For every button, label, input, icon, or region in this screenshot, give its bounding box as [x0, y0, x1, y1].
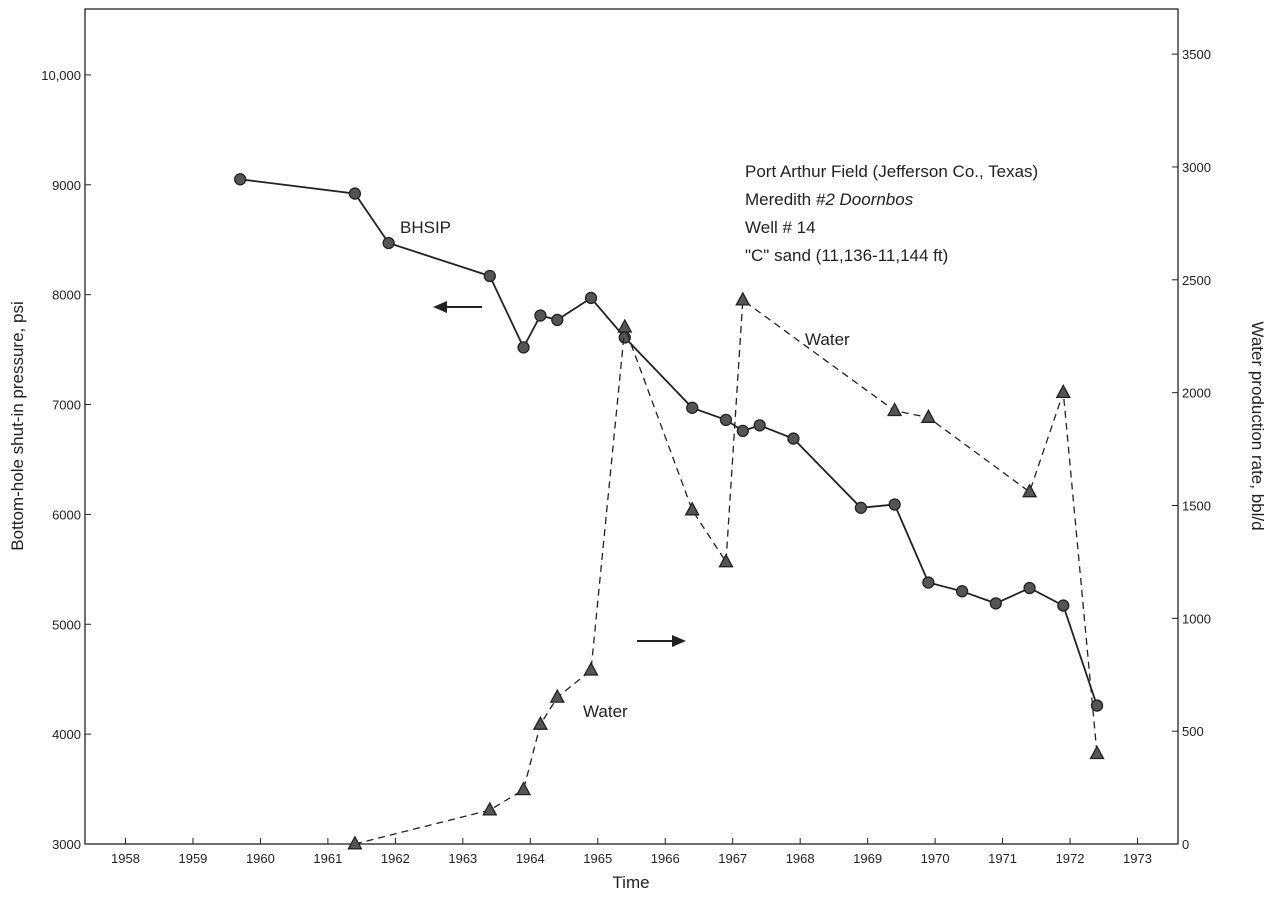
data-point-water — [1055, 384, 1071, 399]
x-tick-label: 1973 — [1123, 851, 1152, 866]
right-y-tick-label: 0 — [1182, 837, 1189, 852]
data-point-bhsip — [234, 173, 247, 186]
right-y-tick-label: 3000 — [1182, 160, 1211, 175]
info-block: Port Arthur Field (Jefferson Co., Texas)… — [745, 162, 1038, 265]
info-sand-interval: "C" sand (11,136-11,144 ft) — [745, 246, 948, 265]
x-tick-label: 1968 — [786, 851, 815, 866]
series-line-bhsip — [240, 178, 1098, 706]
right-y-tick-label: 2000 — [1182, 386, 1211, 401]
data-point-water — [684, 501, 700, 516]
x-tick-label: 1965 — [583, 851, 612, 866]
right-y-tick-label: 2500 — [1182, 273, 1211, 288]
data-point-water — [532, 715, 548, 730]
data-point-bhsip — [888, 498, 901, 511]
left-axis-title: Bottom-hole shut-in pressure, psi — [8, 301, 27, 550]
data-point-water — [515, 781, 532, 796]
data-point-water — [347, 835, 363, 850]
right-y-tick-label: 500 — [1182, 724, 1204, 739]
x-tick-label: 1967 — [718, 851, 747, 866]
data-point-bhsip — [348, 187, 362, 200]
x-tick-label: 1966 — [651, 851, 680, 866]
data-point-bhsip — [483, 269, 496, 283]
right-y-tick-label: 1500 — [1182, 498, 1211, 513]
data-point-bhsip — [1090, 699, 1104, 712]
right-arrow-icon — [637, 635, 686, 647]
info-well-name: Meredith #2 Doornbos — [745, 190, 914, 209]
x-tick-label: 1969 — [853, 851, 882, 866]
left-y-tick-label: 6000 — [52, 507, 81, 522]
data-point-bhsip — [1057, 599, 1070, 612]
data-point-bhsip — [736, 424, 749, 438]
data-point-bhsip — [753, 419, 766, 432]
x-tick-label: 1971 — [988, 851, 1017, 866]
x-tick-label: 1961 — [313, 851, 342, 866]
data-point-bhsip — [719, 413, 733, 427]
data-point-bhsip — [955, 585, 969, 598]
x-tick-label: 1970 — [921, 851, 950, 866]
x-tick-label: 1958 — [111, 851, 140, 866]
left-y-tick-label: 9000 — [52, 178, 81, 193]
x-tick-label: 1962 — [381, 851, 410, 866]
data-point-bhsip — [382, 236, 395, 250]
right-axis-title: Water production rate, bbl/d — [1248, 321, 1267, 530]
data-point-water — [482, 801, 498, 816]
data-point-water — [1022, 483, 1038, 498]
data-point-bhsip — [989, 597, 1002, 610]
data-point-water — [617, 318, 633, 333]
data-point-bhsip — [787, 432, 800, 445]
plot-frame — [84, 8, 1179, 845]
left-arrow-icon — [433, 301, 482, 313]
info-well-name-italic: #2 Doornbos — [816, 190, 914, 209]
bhsip-label: BHSIP — [400, 218, 451, 237]
x-tick-label: 1972 — [1056, 851, 1085, 866]
left-y-tick-label: 3000 — [52, 837, 81, 852]
x-tick-label: 1963 — [448, 851, 477, 866]
series-layer — [234, 173, 1105, 850]
water-label-lower: Water — [583, 702, 628, 721]
data-point-bhsip — [1023, 581, 1036, 595]
series-line-water — [354, 298, 1098, 845]
x-tick-label: 1960 — [246, 851, 275, 866]
info-well-name-prefix: Meredith — [745, 190, 816, 209]
data-point-bhsip — [551, 313, 564, 327]
data-point-bhsip — [534, 309, 547, 322]
left-y-tick-label: 5000 — [52, 617, 81, 632]
x-tick-label: 1964 — [516, 851, 545, 866]
info-well-number: Well # 14 — [745, 218, 816, 237]
data-point-water — [735, 291, 751, 306]
data-point-water — [718, 553, 734, 568]
right-y-tick-label: 3500 — [1182, 47, 1211, 62]
left-y-tick-label: 10,000 — [41, 68, 81, 83]
data-point-water — [583, 661, 599, 676]
data-point-water — [1089, 745, 1105, 760]
left-y-tick-label: 7000 — [52, 398, 81, 413]
data-point-bhsip — [854, 501, 868, 514]
left-y-tick-label: 8000 — [52, 288, 81, 303]
data-point-water — [549, 688, 565, 703]
info-field: Port Arthur Field (Jefferson Co., Texas) — [745, 162, 1038, 181]
water-label-upper: Water — [805, 330, 850, 349]
right-y-tick-label: 1000 — [1182, 611, 1211, 626]
x-tick-label: 1959 — [178, 851, 207, 866]
left-y-tick-label: 4000 — [52, 727, 81, 742]
data-point-bhsip — [517, 341, 530, 354]
data-point-water — [920, 408, 936, 423]
data-point-bhsip — [922, 576, 935, 589]
data-point-bhsip — [584, 291, 598, 305]
ticks-layer: 1958 1959 1960 1961 1962 1963 1964 1965 1966 1967… — [41, 47, 1211, 866]
x-axis-title: Time — [612, 873, 649, 892]
data-point-water — [887, 402, 903, 417]
data-point-bhsip — [686, 401, 699, 414]
